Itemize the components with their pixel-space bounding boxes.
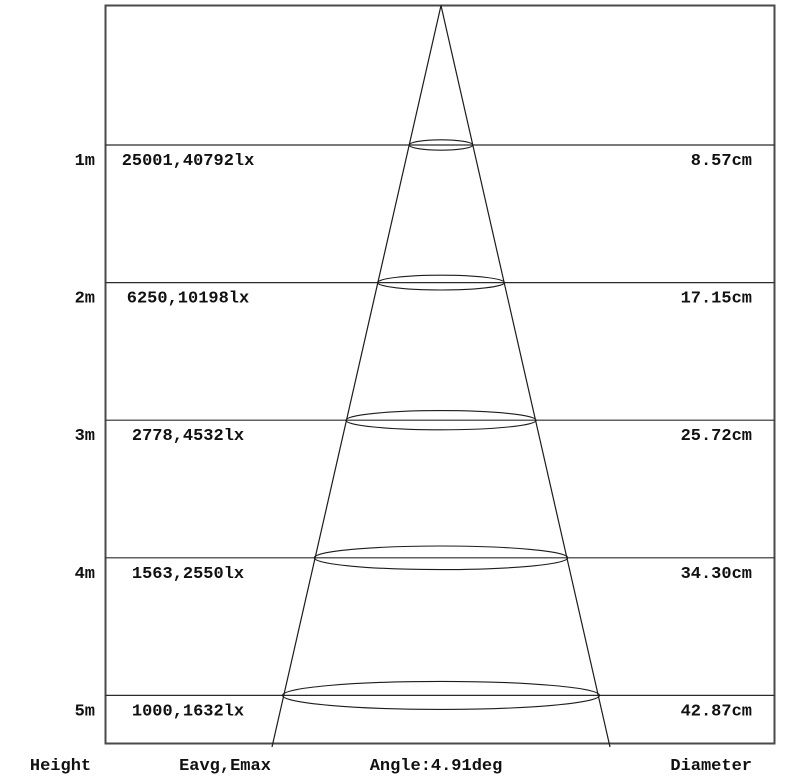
row-2-eavg-emax: 6250,10198lx — [127, 290, 249, 309]
row-1-eavg-emax: 25001,40792lx — [122, 152, 255, 171]
beam-ellipse-3m — [345, 410, 537, 431]
row-1-height-label: 1m — [75, 152, 95, 171]
row-4-height-label: 4m — [75, 565, 95, 584]
row-5-diameter: 42.87cm — [681, 702, 752, 721]
row-5-height-label: 5m — [75, 702, 95, 721]
cone-edge-left — [271, 5, 442, 748]
row-2-height-label: 2m — [75, 290, 95, 309]
footer-angle-label: Angle:4.91deg — [370, 757, 503, 776]
row-1-diameter: 8.57cm — [691, 152, 752, 171]
cone-edge-right — [440, 5, 611, 748]
row-3-eavg-emax: 2778,4532lx — [132, 427, 244, 446]
diagram-border — [104, 4, 776, 745]
beam-ellipse-5m — [281, 680, 601, 710]
footer-height-label: Height — [30, 757, 91, 776]
row-3-diameter: 25.72cm — [681, 427, 752, 446]
row-4-eavg-emax: 1563,2550lx — [132, 565, 244, 584]
beam-ellipse-4m — [313, 545, 569, 571]
row-3-height-label: 3m — [75, 427, 95, 446]
row-2-diameter: 17.15cm — [681, 290, 752, 309]
row-5-eavg-emax: 1000,1632lx — [132, 702, 244, 721]
beam-ellipse-2m — [377, 274, 505, 291]
footer-eavg-emax-label: Eavg,Emax — [179, 757, 271, 776]
beam-ellipse-1m — [408, 139, 474, 151]
row-4-diameter: 34.30cm — [681, 565, 752, 584]
footer-diameter-label: Diameter — [670, 757, 752, 776]
